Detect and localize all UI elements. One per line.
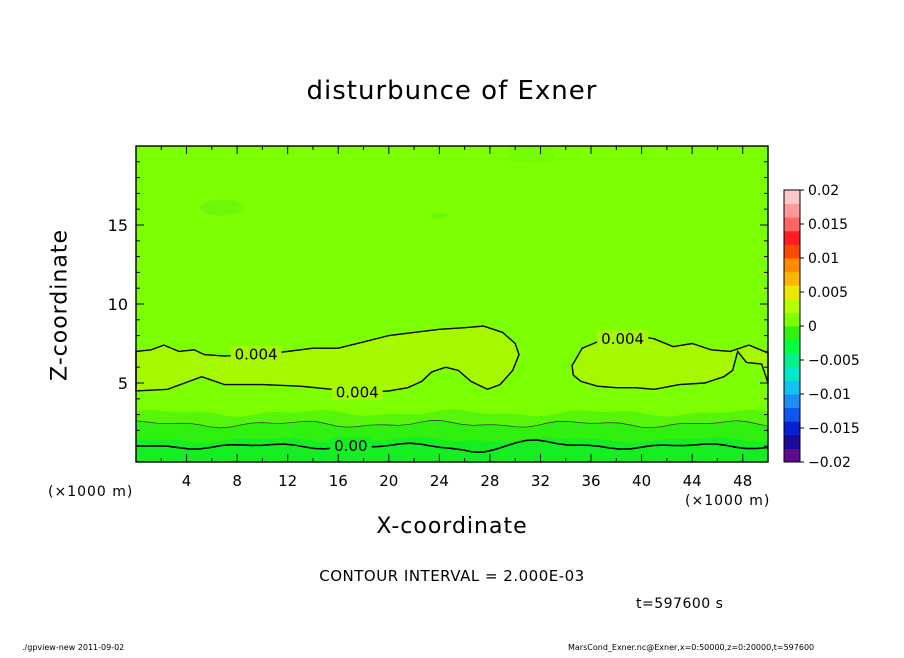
colorbar-swatch-1 bbox=[784, 434, 800, 449]
contour-line-thin bbox=[135, 420, 769, 429]
x-tick-label-7: 32 bbox=[531, 472, 550, 490]
contour-label-bg-1 bbox=[331, 383, 383, 400]
colorbar-swatch-7 bbox=[784, 353, 800, 368]
time-note: t=597600 s bbox=[636, 596, 724, 612]
field-patch-upper-mid bbox=[431, 212, 448, 219]
colorbar-label-2: 0.01 bbox=[808, 251, 839, 267]
footer-source: MarsCond_Exner.nc@Exner,x=0:50000,z=0:20… bbox=[568, 643, 815, 652]
colorbar-swatch-11 bbox=[784, 298, 800, 313]
colorbar-swatch-19 bbox=[784, 190, 800, 205]
x-axis-label: X-coordinate bbox=[376, 514, 528, 539]
colorbar-swatch-17 bbox=[784, 217, 800, 232]
colorbar-label-0: 0.02 bbox=[808, 183, 839, 199]
x-tick-label-4: 20 bbox=[379, 472, 398, 490]
chart-title: disturbunce of Exner bbox=[306, 76, 598, 106]
colorbar-swatch-8 bbox=[784, 339, 800, 354]
x-tick-label-8: 36 bbox=[581, 472, 600, 490]
colorbar-swatch-15 bbox=[784, 244, 800, 259]
contour-label-3: 0.00 bbox=[334, 437, 367, 455]
colorbar-swatch-14 bbox=[784, 258, 800, 273]
contour-label-0: 0.004 bbox=[235, 346, 278, 364]
colorbar-swatch-4 bbox=[784, 394, 800, 409]
contour-label-bg-2 bbox=[597, 329, 649, 346]
colorbar-swatch-0 bbox=[784, 448, 800, 463]
colorbar-label-6: −0.01 bbox=[808, 387, 851, 403]
colorbar-swatch-12 bbox=[784, 285, 800, 300]
x-tick-label-5: 24 bbox=[430, 472, 449, 490]
field-patch-top bbox=[508, 146, 554, 162]
field-patch-upper-left bbox=[199, 199, 244, 216]
x-tick-label-1: 8 bbox=[232, 472, 242, 490]
colorbar-swatch-9 bbox=[784, 326, 800, 341]
colorbar-label-3: 0.005 bbox=[808, 285, 848, 301]
colorbar-swatch-18 bbox=[784, 203, 800, 218]
x-tick-label-0: 4 bbox=[182, 472, 192, 490]
colorbar-label-4: 0 bbox=[808, 319, 817, 335]
field-band-bottom bbox=[136, 436, 768, 462]
colorbar-swatch-2 bbox=[784, 421, 800, 436]
y-axis-label: Z-coordinate bbox=[47, 229, 73, 381]
colorbar-swatch-6 bbox=[784, 366, 800, 381]
colorbar-swatch-10 bbox=[784, 312, 800, 327]
colorbar-swatch-5 bbox=[784, 380, 800, 395]
x-tick-label-10: 44 bbox=[683, 472, 702, 490]
x-tick-label-6: 28 bbox=[480, 472, 499, 490]
colorbar-label-7: −0.015 bbox=[808, 421, 860, 437]
x-tick-label-9: 40 bbox=[632, 472, 651, 490]
colorbar-swatch-16 bbox=[784, 230, 800, 245]
contour-label-1: 0.004 bbox=[336, 383, 379, 401]
x-tick-label-2: 12 bbox=[278, 472, 297, 490]
colorbar-swatch-3 bbox=[784, 407, 800, 422]
contour-interval-note: CONTOUR INTERVAL = 2.000E-03 bbox=[319, 567, 585, 585]
y-tick-label-1: 10 bbox=[108, 295, 128, 314]
contour-label-bg-3 bbox=[329, 437, 372, 454]
x-unit-left: (×1000 m) bbox=[48, 484, 134, 500]
colorbar-label-8: −0.02 bbox=[808, 455, 851, 471]
x-tick-label-11: 48 bbox=[733, 472, 752, 490]
y-tick-label-2: 15 bbox=[108, 216, 128, 235]
colorbar-label-5: −0.005 bbox=[808, 353, 860, 369]
colorbar-swatch-13 bbox=[784, 271, 800, 286]
x-unit-right: (×1000 m) bbox=[685, 493, 771, 509]
x-tick-label-3: 16 bbox=[329, 472, 348, 490]
footer-program: ./gpview-new 2011-09-02 bbox=[22, 643, 125, 652]
y-tick-label-0: 5 bbox=[118, 374, 128, 393]
colorbar-label-1: 0.015 bbox=[808, 217, 848, 233]
contour-label-2: 0.004 bbox=[601, 330, 644, 348]
contour-line-zero bbox=[136, 439, 769, 453]
contour-label-bg-0 bbox=[230, 345, 282, 362]
